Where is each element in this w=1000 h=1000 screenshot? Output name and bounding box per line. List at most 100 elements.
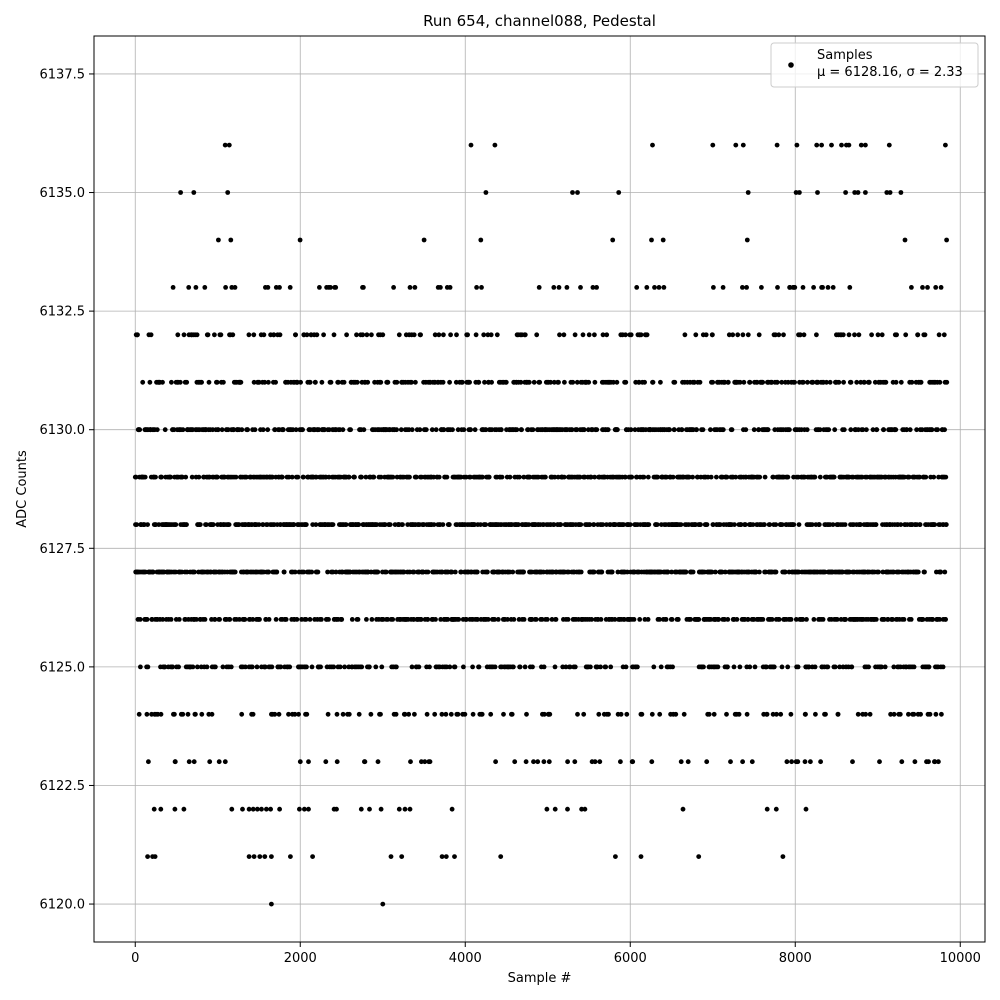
data-point	[615, 569, 621, 575]
data-point	[168, 617, 174, 622]
data-point	[909, 379, 915, 385]
data-point	[369, 617, 375, 622]
data-point	[649, 759, 655, 765]
data-point	[722, 617, 727, 622]
data-point	[265, 427, 271, 433]
data-point	[908, 617, 914, 622]
data-point	[879, 332, 885, 338]
data-point	[942, 427, 947, 433]
data-point	[862, 379, 867, 385]
data-point	[774, 379, 780, 385]
data-point	[863, 142, 868, 148]
data-point	[313, 379, 318, 385]
data-point	[170, 285, 176, 290]
data-point	[639, 711, 645, 717]
data-point	[336, 379, 341, 385]
data-point	[581, 711, 587, 717]
data-point	[199, 379, 205, 385]
data-point	[364, 617, 369, 622]
data-point	[637, 617, 643, 622]
data-point	[147, 379, 153, 385]
data-point	[603, 664, 609, 670]
data-point	[287, 664, 293, 670]
data-point	[287, 285, 293, 290]
data-point	[897, 711, 903, 717]
data-point	[264, 806, 269, 812]
data-point	[926, 759, 931, 765]
data-point	[448, 332, 453, 338]
data-point	[711, 711, 717, 717]
data-point	[792, 285, 798, 290]
data-point	[498, 427, 504, 433]
data-point	[873, 617, 879, 622]
data-point	[251, 332, 257, 338]
data-point	[652, 285, 657, 290]
data-point	[227, 617, 233, 622]
data-point	[678, 522, 684, 527]
data-point	[744, 237, 750, 243]
data-point	[918, 379, 924, 385]
data-point	[915, 332, 921, 338]
data-point	[785, 664, 791, 670]
data-point	[168, 474, 174, 480]
data-point	[830, 522, 836, 527]
data-point	[745, 332, 751, 338]
x-tick-label: 6000	[614, 951, 647, 966]
data-point	[737, 664, 743, 670]
data-point	[306, 759, 311, 765]
data-point	[340, 427, 346, 433]
data-point	[271, 332, 277, 338]
data-point	[150, 569, 156, 575]
data-point	[191, 759, 197, 765]
data-point	[572, 332, 578, 338]
data-point	[893, 379, 899, 385]
data-point	[321, 332, 326, 338]
data-point	[440, 379, 446, 385]
data-point	[394, 664, 399, 670]
data-point	[411, 569, 417, 575]
data-point	[778, 711, 784, 717]
data-point	[592, 474, 597, 480]
data-point	[251, 379, 257, 385]
data-point	[756, 332, 762, 338]
data-point	[291, 522, 297, 527]
data-point	[840, 569, 845, 575]
data-point	[277, 806, 282, 812]
data-point	[685, 759, 691, 765]
data-point	[225, 190, 231, 195]
data-point	[449, 806, 455, 812]
data-point	[703, 332, 709, 338]
data-point	[675, 617, 681, 622]
data-point	[209, 711, 215, 717]
data-point	[839, 142, 844, 148]
data-point	[800, 285, 806, 290]
data-point	[818, 759, 823, 765]
data-point	[269, 901, 274, 907]
data-point	[238, 379, 244, 385]
data-point	[578, 285, 583, 290]
data-point	[250, 711, 256, 717]
data-point	[309, 569, 315, 575]
data-point	[197, 522, 203, 527]
data-point	[912, 759, 918, 765]
data-point	[710, 379, 716, 385]
data-point	[670, 664, 675, 670]
data-point	[611, 379, 616, 385]
data-point	[771, 664, 777, 670]
data-point	[286, 711, 291, 717]
data-point	[937, 379, 943, 385]
data-point	[728, 759, 733, 765]
data-point	[804, 617, 809, 622]
data-point	[510, 569, 516, 575]
data-point	[378, 474, 384, 480]
data-point	[416, 664, 422, 670]
data-point	[419, 759, 424, 765]
data-point	[408, 759, 413, 765]
data-point	[295, 474, 301, 480]
data-point	[237, 617, 242, 622]
data-point	[881, 427, 887, 433]
data-point	[414, 474, 419, 480]
data-point	[136, 711, 142, 717]
data-point	[544, 806, 550, 812]
data-point	[880, 569, 886, 575]
